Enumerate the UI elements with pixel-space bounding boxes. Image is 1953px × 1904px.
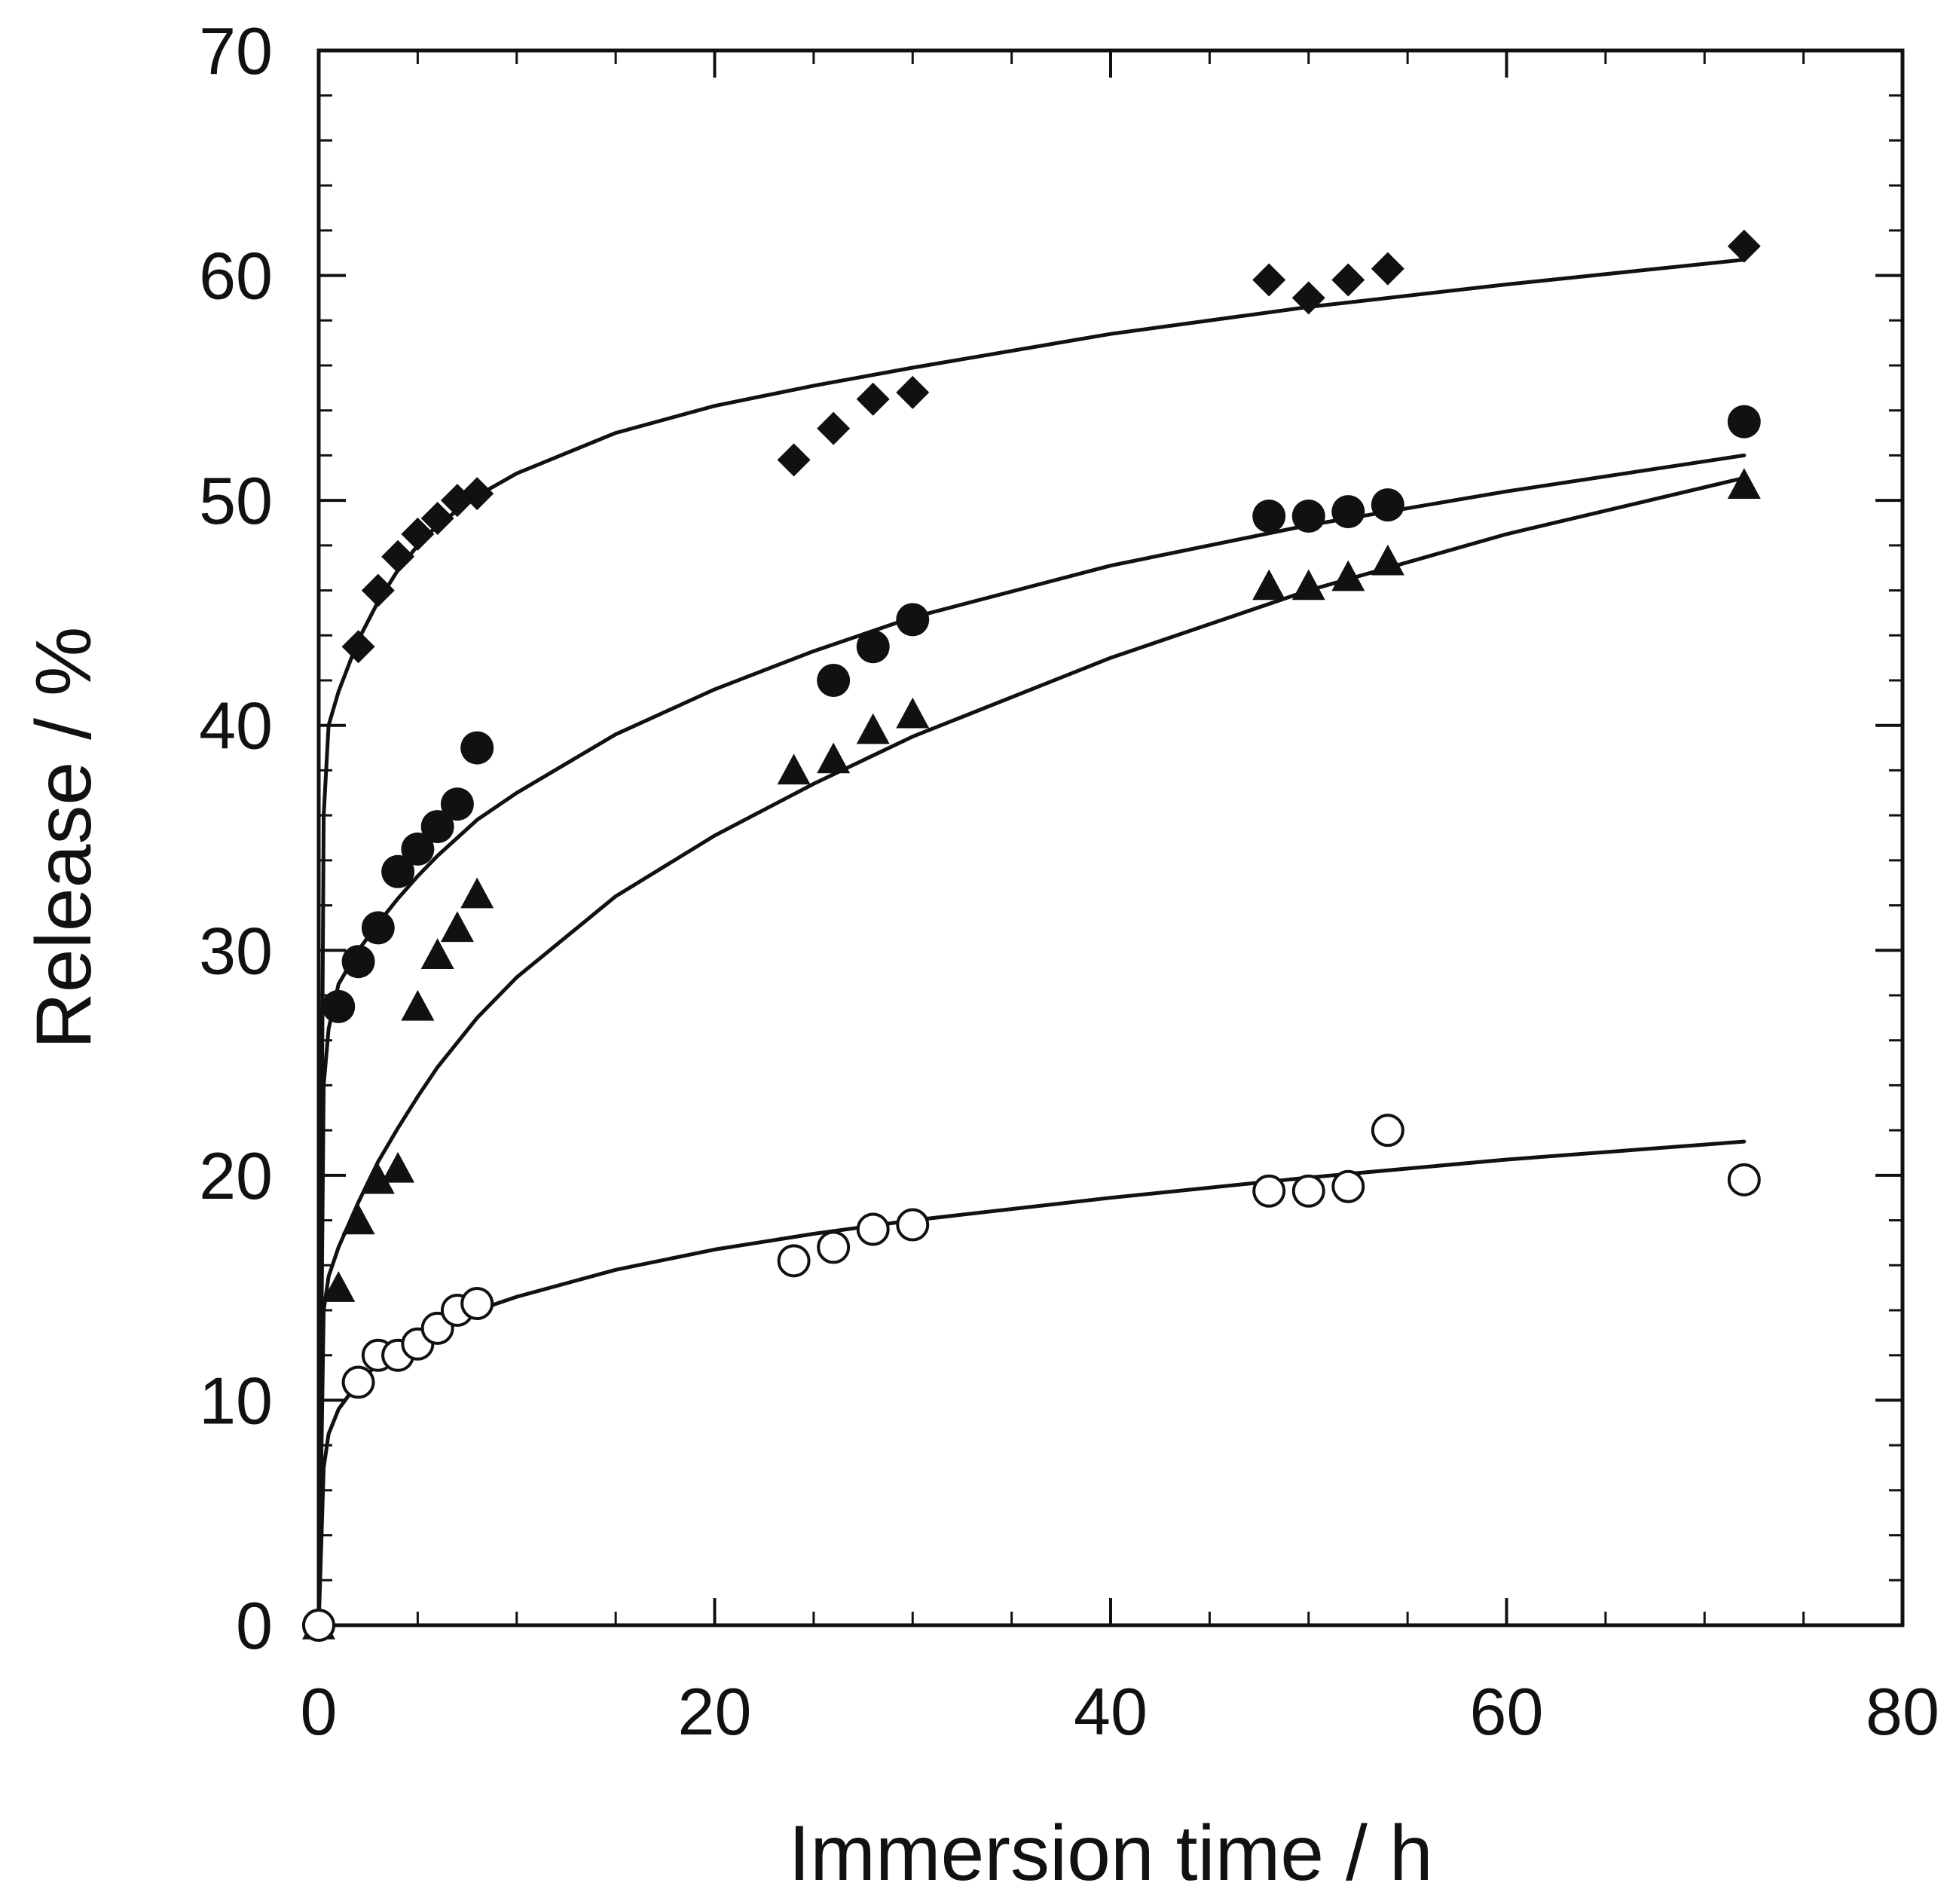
x-tick-label: 40 — [1074, 1674, 1148, 1749]
series-2-point — [341, 945, 375, 979]
series-2-point — [896, 603, 930, 637]
series-3-point — [381, 1151, 415, 1183]
series-3-point — [1291, 569, 1325, 601]
series-4-point — [1331, 1169, 1365, 1203]
x-tick-label: 80 — [1866, 1674, 1939, 1749]
series-2-point — [817, 664, 851, 697]
minor-ticks — [319, 50, 1903, 1625]
series-2-point — [1291, 500, 1325, 533]
plot-frame — [316, 48, 1905, 1627]
y-tick-label: 0 — [236, 1588, 273, 1663]
series-2-point — [1331, 495, 1365, 529]
series-2-point — [401, 832, 435, 866]
x-tick-label: 60 — [1470, 1674, 1544, 1749]
series-1-point — [341, 630, 375, 664]
data-markers — [302, 229, 1761, 1642]
series-2-point — [322, 989, 356, 1023]
series-1-point — [896, 375, 930, 409]
y-axis-title: Release / % — [20, 627, 108, 1050]
series-4-point — [1252, 1174, 1286, 1208]
series-1-point — [1371, 252, 1404, 286]
x-tick-label: 0 — [301, 1674, 338, 1749]
series-1-point — [856, 382, 890, 416]
y-tick-label: 70 — [199, 14, 273, 88]
series-1-point — [381, 539, 415, 573]
series-2-point — [460, 731, 494, 765]
series-2-point — [1727, 405, 1761, 439]
series-1-point — [401, 517, 435, 551]
series-3-point — [817, 742, 851, 774]
series-3-point — [1252, 569, 1286, 601]
x-tick-label: 20 — [678, 1674, 752, 1749]
series-2-point — [361, 911, 395, 945]
x-axis-title: Immersion time / h — [788, 1810, 1432, 1897]
series-4-point — [341, 1365, 375, 1399]
series-1-point — [361, 573, 395, 607]
series-1-point — [1331, 263, 1365, 297]
series-4-point — [896, 1208, 930, 1242]
series-1-point — [1291, 281, 1325, 315]
series-3-point — [896, 697, 930, 729]
y-tick-label: 10 — [199, 1363, 273, 1438]
series-4-point — [460, 1287, 494, 1321]
fit-curve-series-2 — [316, 453, 1747, 1627]
series-3-point — [460, 877, 494, 909]
series-3-point — [440, 911, 474, 943]
series-3-point — [341, 1203, 375, 1235]
series-3-point — [856, 713, 890, 744]
series-4-point — [1727, 1163, 1761, 1196]
series-3-point — [1331, 560, 1365, 591]
y-tick-label: 60 — [199, 239, 273, 313]
series-3-point — [1727, 468, 1761, 499]
series-4-point — [1291, 1174, 1325, 1208]
series-1-point — [777, 443, 811, 477]
fit-curves — [316, 258, 1747, 1627]
series-2-point — [440, 787, 474, 821]
series-2-point — [420, 810, 454, 844]
series-4-point — [777, 1244, 811, 1278]
series-3-point — [777, 753, 811, 785]
series-3-point — [361, 1163, 395, 1194]
y-tick-label: 50 — [199, 463, 273, 538]
y-tick-label: 40 — [199, 689, 273, 763]
series-1-point — [460, 477, 494, 511]
y-tick-label: 30 — [199, 913, 273, 988]
series-1-point — [817, 411, 851, 445]
y-tick-label: 20 — [199, 1138, 273, 1213]
series-1-point — [420, 502, 454, 536]
series-3-point — [322, 1271, 356, 1302]
series-4-point — [1371, 1114, 1404, 1148]
x-tick-labels: 0 20 40 60 80 — [301, 1674, 1939, 1749]
series-3-point — [420, 938, 454, 969]
series-4-point — [302, 1609, 335, 1642]
series-2-point — [1371, 488, 1404, 522]
fit-curve-series-4 — [316, 1139, 1747, 1627]
series-2-point — [381, 854, 415, 888]
series-4-point — [856, 1212, 890, 1246]
series-2-point — [856, 630, 890, 664]
fit-curve-series-1 — [316, 258, 1747, 1627]
series-3-point — [401, 989, 435, 1021]
series-4-point — [817, 1230, 851, 1264]
y-tick-labels: 0 10 20 30 40 50 60 70 — [199, 14, 273, 1663]
fit-curve-series-3 — [316, 475, 1747, 1627]
series-2-point — [1252, 500, 1286, 533]
series-1-point — [1252, 263, 1286, 297]
series-3-point — [1371, 544, 1404, 576]
series-1-point — [1727, 229, 1761, 263]
major-ticks — [317, 49, 1904, 1627]
